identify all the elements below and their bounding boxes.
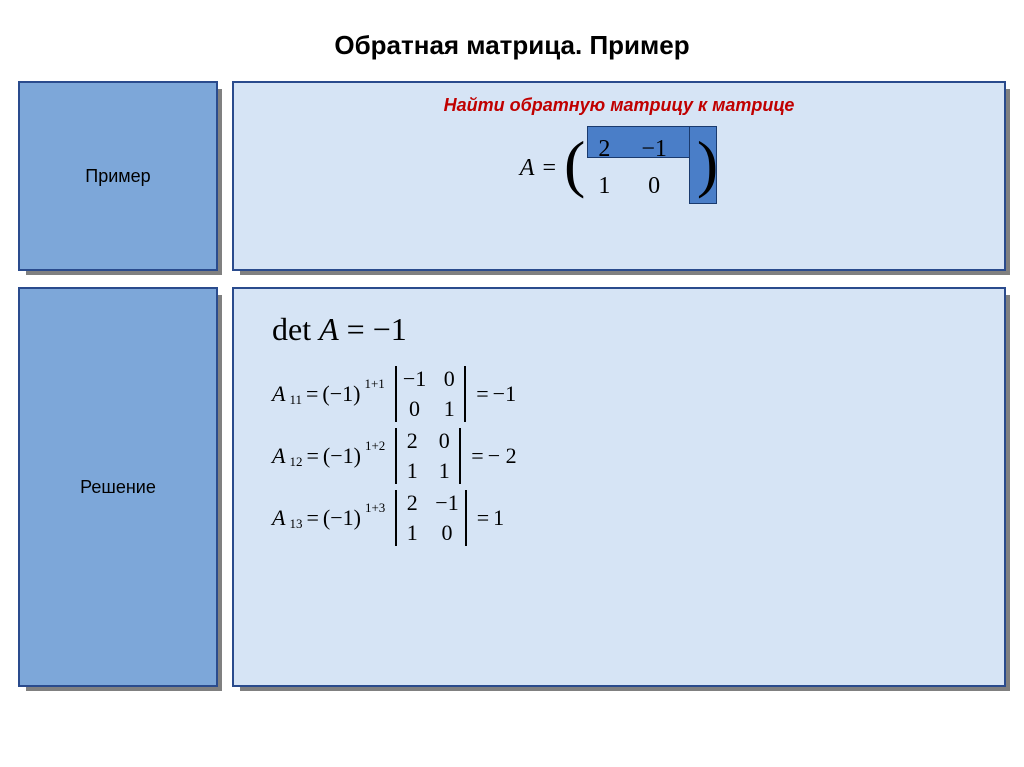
matrix-var: A [520,155,535,182]
sign-base: (−1) [322,381,360,407]
solution-label-box: Решение [18,287,218,687]
eq2: = [476,381,488,407]
cell-r1c2: −1 [641,136,667,163]
cof-idx: 11 [289,392,302,408]
cofactor-row-11: A11 = (−1)1+1 −1 0 0 1 = −1 [272,366,986,422]
example-label-box: Пример [18,81,218,271]
minor-12: 2 0 1 1 [395,428,461,484]
solution-row: Решение det A = −1 A11 = (−1)1+1 −1 0 0 … [0,287,1024,687]
m21: 1 [403,520,421,546]
matrix-grid: 2 −1 1 0 [593,136,667,200]
det-val: −1 [373,311,407,347]
cofactor-row-12: A12 = (−1)1+2 2 0 1 1 = − 2 [272,428,986,484]
res: −1 [493,381,516,407]
example-subtitle: Найти обратную матрицу к матрице [252,95,986,116]
paren-right: ) [697,132,718,196]
res: 1 [493,505,504,531]
m21: 1 [403,458,421,484]
minor-grid: 2 −1 1 0 [403,490,458,546]
cofactor-row-13: A13 = (−1)1+3 2 −1 1 0 = 1 [272,490,986,546]
cof-var: A [272,381,285,407]
m22: 1 [440,396,458,422]
det-label: det [272,311,311,347]
minor-13: 2 −1 1 0 [395,490,466,546]
cof-var: A [272,505,285,531]
example-content-box: Найти обратную матрицу к матрице A = ( 2… [232,81,1006,271]
sign-exp: 1+3 [365,500,385,516]
solution-content-box: det A = −1 A11 = (−1)1+1 −1 0 0 1 = −1 [232,287,1006,687]
matrix-expression: A = ( 2 −1 1 0 ) [252,136,986,200]
cell-r2c2: 0 [641,173,667,200]
m12: −1 [435,490,458,516]
m22: 1 [435,458,453,484]
m12: 0 [435,428,453,454]
vbar-r [465,490,467,546]
equals-sign: = [542,155,556,182]
eq1: = [306,381,318,407]
solution-label: Решение [80,477,156,498]
example-row: Пример Найти обратную матрицу к матрице … [0,81,1024,271]
vbar-l [395,366,397,422]
matrix-body: 2 −1 1 0 [593,136,667,200]
minor-grid: 2 0 1 1 [403,428,453,484]
cell-r2c1: 1 [593,173,615,200]
eq2: = [471,443,483,469]
cof-idx: 12 [289,454,302,470]
eq2: = [477,505,489,531]
determinant-line: det A = −1 [272,311,986,348]
page-title: Обратная матрица. Пример [0,0,1024,81]
m11: −1 [403,366,426,392]
example-label: Пример [85,166,150,187]
m22: 0 [435,520,458,546]
minor-grid: −1 0 0 1 [403,366,458,422]
sign-base: (−1) [323,505,361,531]
sign-base: (−1) [323,443,361,469]
m21: 0 [403,396,426,422]
vbar-l [395,428,397,484]
paren-left: ( [564,132,585,196]
cof-idx: 13 [289,516,302,532]
eq1: = [306,443,318,469]
res: − 2 [488,443,517,469]
m11: 2 [403,428,421,454]
det-var: A [319,311,339,347]
m12: 0 [440,366,458,392]
eq1: = [306,505,318,531]
minor-11: −1 0 0 1 [395,366,466,422]
cof-var: A [272,443,285,469]
vbar-l [395,490,397,546]
det-eq: = [347,311,365,347]
sign-exp: 1+2 [365,438,385,454]
cell-r1c1: 2 [593,136,615,163]
sign-exp: 1+1 [364,376,384,392]
vbar-r [464,366,466,422]
m11: 2 [403,490,421,516]
vbar-r [459,428,461,484]
